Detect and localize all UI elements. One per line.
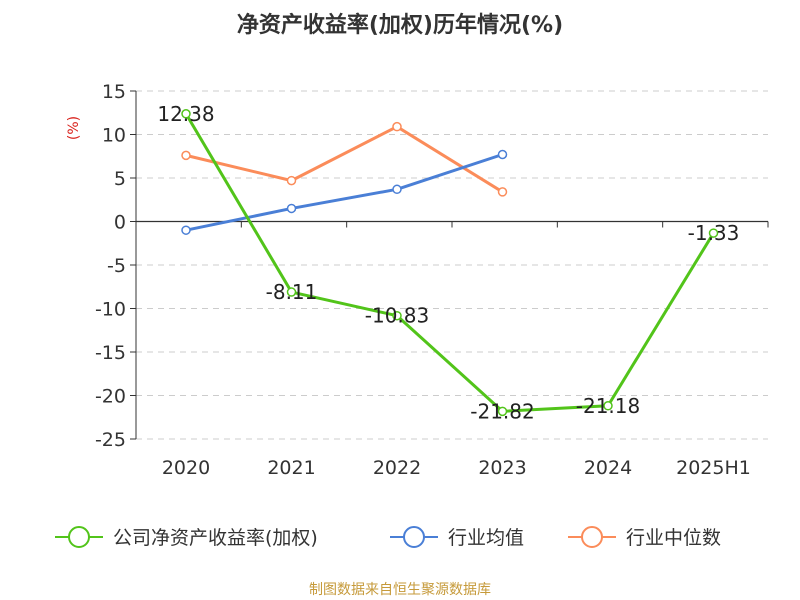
data-point — [497, 406, 508, 417]
data-point — [181, 225, 191, 235]
y-tick-label: -25 — [95, 429, 126, 451]
data-label: -10.83 — [365, 304, 429, 328]
legend-marker — [68, 526, 90, 548]
legend-label: 行业中位数 — [626, 527, 721, 549]
legend-item: 行业均值 — [390, 526, 524, 549]
y-tick-label: -5 — [107, 255, 126, 277]
legend-marker — [403, 526, 425, 548]
y-tick-label: -10 — [95, 299, 126, 321]
data-point — [603, 401, 613, 411]
series — [181, 109, 719, 417]
data-point — [286, 287, 297, 297]
data-label: 12.38 — [157, 102, 214, 126]
legend: 公司净资产收益率(加权) 行业均值 行业中位数 — [55, 526, 721, 549]
data-point — [181, 109, 191, 119]
series-line — [185, 153, 503, 232]
x-tick-label: 2025H1 — [676, 457, 751, 479]
data-point — [708, 228, 719, 238]
data-label: -1.33 — [688, 221, 740, 245]
x-tick-label: 2023 — [478, 457, 526, 479]
y-tick-label: 10 — [102, 125, 126, 147]
y-tick-label: 15 — [102, 81, 126, 103]
axes: 15 10 5 0 -5 -10 -15 -20 -25 2020 2021 2022 2023 2024… — [95, 81, 769, 479]
data-label: -21.18 — [576, 394, 640, 418]
legend-item: 行业中位数 — [568, 526, 721, 549]
data-point — [497, 149, 508, 160]
grid — [136, 90, 768, 440]
data-point — [181, 150, 191, 161]
data-label: -21.82 — [470, 399, 534, 423]
data-point — [286, 203, 297, 214]
y-tick-label: 5 — [114, 168, 126, 190]
data-point — [497, 187, 508, 197]
series-line — [184, 113, 715, 413]
legend-label: 公司净资产收益率(加权) — [113, 527, 318, 549]
x-tick-label: 2024 — [584, 457, 632, 479]
y-tick-label: -20 — [95, 386, 126, 408]
y-tick-label: 0 — [114, 212, 126, 234]
data-point — [392, 184, 402, 195]
data-label: -8.11 — [266, 280, 318, 304]
data-labels: 12.38 -8.11 -10.83 -21.82 -21.18 -1.33 — [157, 102, 739, 424]
x-tick-label: 2020 — [162, 457, 210, 479]
data-point — [392, 121, 402, 132]
x-tick-label: 2021 — [267, 457, 315, 479]
legend-item: 公司净资产收益率(加权) — [55, 526, 318, 549]
data-point — [392, 310, 402, 321]
x-tick-label: 2022 — [373, 457, 421, 479]
y-tick-label: -15 — [95, 342, 126, 364]
legend-label: 行业均值 — [448, 527, 524, 549]
data-point — [286, 175, 297, 186]
source-note: 制图数据来自恒生聚源数据库 — [309, 582, 491, 598]
legend-marker — [581, 526, 603, 548]
y-axis-unit: (%) — [66, 116, 82, 140]
series-line — [185, 125, 504, 194]
chart-title: 净资产收益率(加权)历年情况(%) — [237, 12, 563, 38]
